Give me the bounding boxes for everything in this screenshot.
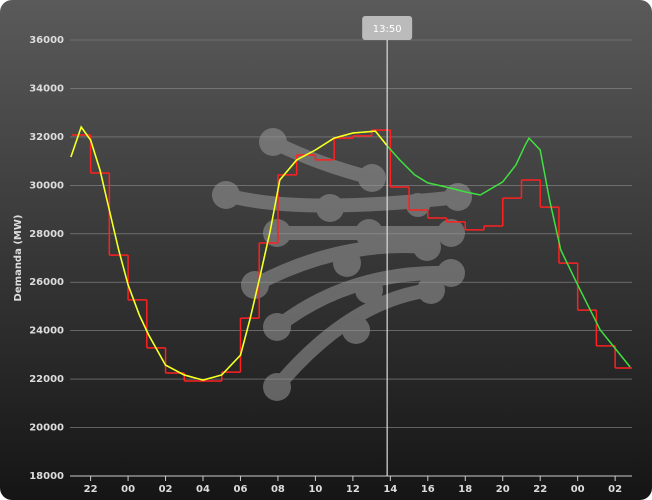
y-tick-label: 32000 [29,132,64,143]
y-tick-label: 20000 [29,423,64,434]
x-tick-label: 18 [458,484,472,495]
y-tick-label: 18000 [29,471,64,482]
marks: 13:50 [70,16,632,476]
cursor-box [362,16,413,40]
x-tick-label: 22 [84,484,98,495]
y-tick-label: 36000 [29,35,64,46]
x-tick-label: 00 [121,484,135,495]
y-axis-label: Demanda (MW) [13,215,24,302]
line [70,125,388,381]
y-tick-label: 26000 [29,277,64,288]
y-tick-label: 28000 [29,229,64,240]
plot: 18000 20000 22000 24000 26000 28000 30000 32000… [29,35,632,495]
x-tick-label: 14 [383,484,397,495]
x-tick-label: 02 [159,484,173,495]
x-tick-label: 16 [421,484,435,495]
cursor-label: 13:50 [373,24,402,35]
x-tick-label: 20 [496,484,510,495]
y-tick-label: 22000 [29,374,64,385]
y-tick-label: 24000 [29,326,64,337]
x-tick-label: 00 [571,484,585,495]
y-tick-label: 34000 [29,83,64,94]
x-tick-label: 06 [234,484,248,495]
x-tick-label: 04 [196,484,210,495]
x-tick-label: 08 [271,484,285,495]
x-tick-label: 02 [608,484,622,495]
x-tick-label: 12 [346,484,360,495]
x-tick-label: 22 [533,484,547,495]
x-tick-label: 10 [308,484,322,495]
logo [212,128,472,401]
y-tick-label: 30000 [29,180,64,191]
